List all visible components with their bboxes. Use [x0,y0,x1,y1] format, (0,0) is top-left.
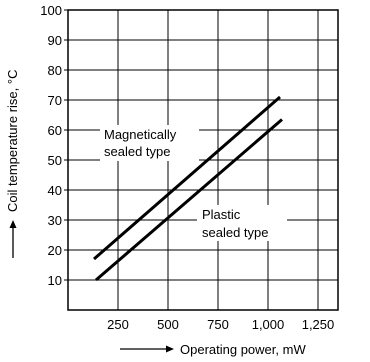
series-line-2 [95,118,283,282]
x-tick-label-500: 500 [157,317,179,332]
annotation-1-background [100,125,199,161]
y-tick-label-90: 90 [48,33,62,48]
y-tick-label-70: 70 [48,93,62,108]
y-tick-label-50: 50 [48,153,62,168]
y-tick-label-40: 40 [48,183,62,198]
x-tick-label-250: 250 [107,317,129,332]
x-axis-ticks: 250 500 750 1,000 1,250 [107,317,334,332]
annotation-plastic-line1: Plastic [202,207,241,222]
y-tick-label-10: 10 [48,273,62,288]
y-tick-label-100: 100 [40,3,62,18]
y-tick-label-20: 20 [48,243,62,258]
y-axis-label: Coil temperature rise, °C [5,70,20,212]
annotation-2-background [197,205,287,241]
y-axis-arrow-head [9,220,17,228]
x-tick-label-1250: 1,250 [302,317,335,332]
annotation-plastic-line2: sealed type [202,225,269,240]
x-tick-label-1000: 1,000 [252,317,285,332]
y-tick-label-80: 80 [48,63,62,78]
y-axis-ticks: 10 20 30 40 50 60 70 80 90 100 [40,3,68,288]
annotation-magnetically-line2: sealed type [104,144,171,159]
series-lines [93,95,283,282]
x-axis-arrow-head [166,345,174,353]
annotation-magnetically-line1: Magnetically [104,127,177,142]
y-tick-label-60: 60 [48,123,62,138]
x-axis-label: Operating power, mW [180,342,306,357]
x-tick-label-750: 750 [207,317,229,332]
y-tick-label-30: 30 [48,213,62,228]
series-line-1 [93,95,281,261]
